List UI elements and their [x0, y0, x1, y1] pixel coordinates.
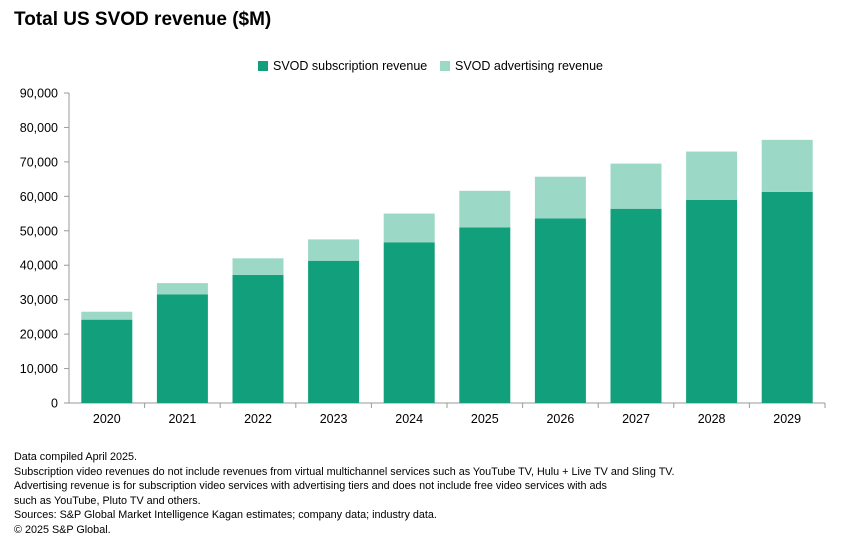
x-tick-label: 2027 [622, 412, 650, 426]
bar-subscription [610, 208, 662, 403]
bar-subscription [534, 218, 586, 403]
x-tick-label: 2026 [546, 412, 574, 426]
y-tick-label: 80,000 [20, 121, 58, 135]
y-tick-label: 50,000 [20, 224, 58, 238]
bar-advertising [459, 190, 511, 228]
footnote-subscription-note: Subscription video revenues do not inclu… [14, 465, 675, 478]
bar-advertising [761, 139, 813, 192]
y-tick-label: 30,000 [20, 293, 58, 307]
y-tick-label: 60,000 [20, 190, 58, 204]
legend-label-advertising: SVOD advertising revenue [455, 59, 603, 73]
legend-swatch-subscription [258, 61, 268, 71]
y-tick-label: 70,000 [20, 155, 58, 169]
bar-advertising [383, 213, 435, 243]
y-tick-label: 20,000 [20, 328, 58, 342]
chart-title: Total US SVOD revenue ($M) [14, 9, 272, 30]
bar-advertising [610, 163, 662, 209]
y-tick-label: 40,000 [20, 259, 58, 273]
y-tick-label: 10,000 [20, 362, 58, 376]
bar-subscription [81, 319, 133, 403]
legend-item-advertising: SVOD advertising revenue [440, 59, 603, 73]
bar-subscription [232, 274, 284, 403]
bar-subscription [156, 294, 208, 403]
y-tick-label: 90,000 [20, 87, 58, 101]
bar-advertising [686, 151, 738, 200]
x-tick-label: 2022 [244, 412, 272, 426]
bar-subscription [308, 260, 360, 403]
legend-item-subscription: SVOD subscription revenue [258, 59, 427, 73]
legend-label-subscription: SVOD subscription revenue [273, 59, 428, 73]
footnote-sources: Sources: S&P Global Market Intelligence … [14, 509, 437, 522]
x-tick-label: 2029 [773, 412, 801, 426]
y-tick-label: 0 [51, 397, 58, 411]
x-tick-label: 2021 [168, 412, 196, 426]
bar-subscription [761, 191, 813, 403]
bar-advertising [308, 239, 360, 261]
x-tick-label: 2020 [93, 412, 121, 426]
bar-advertising [232, 258, 284, 275]
bar-advertising [534, 176, 586, 219]
bar-advertising [81, 311, 133, 320]
footnote-advertising-note: Advertising revenue is for subscription … [14, 480, 607, 493]
x-tick-label: 2028 [698, 412, 726, 426]
x-tick-label: 2025 [471, 412, 499, 426]
footnote-advertising-note-cont: such as YouTube, Pluto TV and others. [14, 494, 201, 507]
chart-plot: 0 10,000 20,000 30,000 40,000 50,000 60,000 70,… [20, 87, 826, 426]
bar-subscription [686, 199, 738, 403]
chart-legend: SVOD subscription revenue SVOD advertisi… [0, 59, 850, 75]
bar-subscription [459, 227, 511, 403]
x-tick-label: 2023 [320, 412, 348, 426]
bar-subscription [383, 242, 435, 403]
footnote-copyright: © 2025 S&P Global. [14, 523, 111, 536]
x-tick-label: 2024 [395, 412, 423, 426]
legend-swatch-advertising [440, 61, 450, 71]
footnotes: Data compiled April 2025. Subscription v… [14, 450, 834, 538]
bar-advertising [156, 283, 208, 295]
footnote-compiled: Data compiled April 2025. [14, 451, 138, 463]
